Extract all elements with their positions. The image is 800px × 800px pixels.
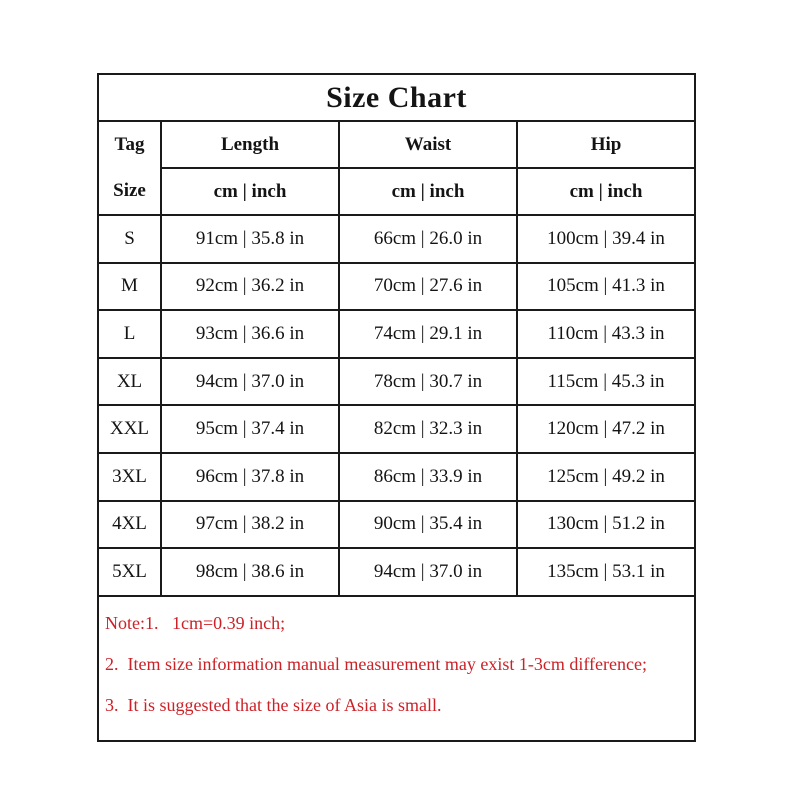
hip-cell: 105cm | 41.3 in (516, 261, 696, 312)
length-cell: 96cm | 37.8 in (160, 451, 340, 502)
hip-cell: 135cm | 53.1 in (516, 547, 696, 597)
notes-row: Note:1. 1cm=0.39 inch; 2. Item size info… (97, 594, 696, 742)
waist-cell: 78cm | 30.7 in (338, 356, 518, 407)
column-header-length: Length (160, 120, 340, 169)
hip-cell: 110cm | 43.3 in (516, 309, 696, 359)
unit-header-waist: cm | inch (338, 167, 518, 216)
hip-cell: 120cm | 47.2 in (516, 404, 696, 454)
hip-cell: 115cm | 45.3 in (516, 356, 696, 407)
size-cell: 4XL (97, 499, 162, 550)
notes-section: Note:1. 1cm=0.39 inch; 2. Item size info… (97, 594, 696, 742)
size-cell: L (97, 309, 162, 359)
table-row-l: L 93cm | 36.6 in 74cm | 29.1 in 110cm | … (97, 309, 696, 359)
table-row-5xl: 5XL 98cm | 38.6 in 94cm | 37.0 in 135cm … (97, 547, 696, 597)
note-line-2: 2. Item size information manual measurem… (105, 653, 647, 674)
table-row-xl: XL 94cm | 37.0 in 78cm | 30.7 in 115cm |… (97, 356, 696, 407)
title-row: Size Chart (97, 73, 696, 122)
size-chart-table: Size Chart Tag Size Length Waist Hip cm … (97, 73, 696, 742)
waist-cell: 74cm | 29.1 in (338, 309, 518, 359)
size-cell: M (97, 261, 162, 312)
table-row-4xl: 4XL 97cm | 38.2 in 90cm | 35.4 in 130cm … (97, 499, 696, 550)
length-cell: 95cm | 37.4 in (160, 404, 340, 454)
length-cell: 98cm | 38.6 in (160, 547, 340, 597)
length-cell: 94cm | 37.0 in (160, 356, 340, 407)
size-cell: 3XL (97, 451, 162, 502)
tag-size-header-line1: Tag (114, 134, 145, 155)
unit-header-hip: cm | inch (516, 167, 696, 216)
waist-cell: 82cm | 32.3 in (338, 404, 518, 454)
waist-cell: 66cm | 26.0 in (338, 214, 518, 264)
size-chart-title: Size Chart (97, 73, 696, 122)
column-header-hip: Hip (516, 120, 696, 169)
hip-cell: 125cm | 49.2 in (516, 451, 696, 502)
table-row-xxl: XXL 95cm | 37.4 in 82cm | 32.3 in 120cm … (97, 404, 696, 454)
tag-size-header: Tag Size (97, 120, 162, 216)
hip-cell: 130cm | 51.2 in (516, 499, 696, 550)
length-cell: 97cm | 38.2 in (160, 499, 340, 550)
column-header-waist: Waist (338, 120, 518, 169)
size-cell: 5XL (97, 547, 162, 597)
length-cell: 91cm | 35.8 in (160, 214, 340, 264)
note-line-3: 3. It is suggested that the size of Asia… (105, 694, 442, 715)
hip-cell: 100cm | 39.4 in (516, 214, 696, 264)
length-cell: 93cm | 36.6 in (160, 309, 340, 359)
waist-cell: 94cm | 37.0 in (338, 547, 518, 597)
table-row-m: M 92cm | 36.2 in 70cm | 27.6 in 105cm | … (97, 261, 696, 312)
tag-size-header-line2: Size (113, 180, 146, 201)
header-row-units: cm | inch cm | inch cm | inch (98, 167, 696, 216)
waist-cell: 70cm | 27.6 in (338, 261, 518, 312)
unit-header-length: cm | inch (160, 167, 340, 216)
table-row-s: S 91cm | 35.8 in 66cm | 26.0 in 100cm | … (97, 214, 696, 264)
waist-cell: 86cm | 33.9 in (338, 451, 518, 502)
size-cell: XL (97, 356, 162, 407)
size-cell: XXL (97, 404, 162, 454)
table-row-3xl: 3XL 96cm | 37.8 in 86cm | 33.9 in 125cm … (97, 451, 696, 502)
header-row-labels: Tag Size Length Waist Hip (97, 120, 696, 216)
waist-cell: 90cm | 35.4 in (338, 499, 518, 550)
note-line-1: Note:1. 1cm=0.39 inch; (105, 612, 286, 633)
length-cell: 92cm | 36.2 in (160, 261, 340, 312)
size-cell: S (97, 214, 162, 264)
